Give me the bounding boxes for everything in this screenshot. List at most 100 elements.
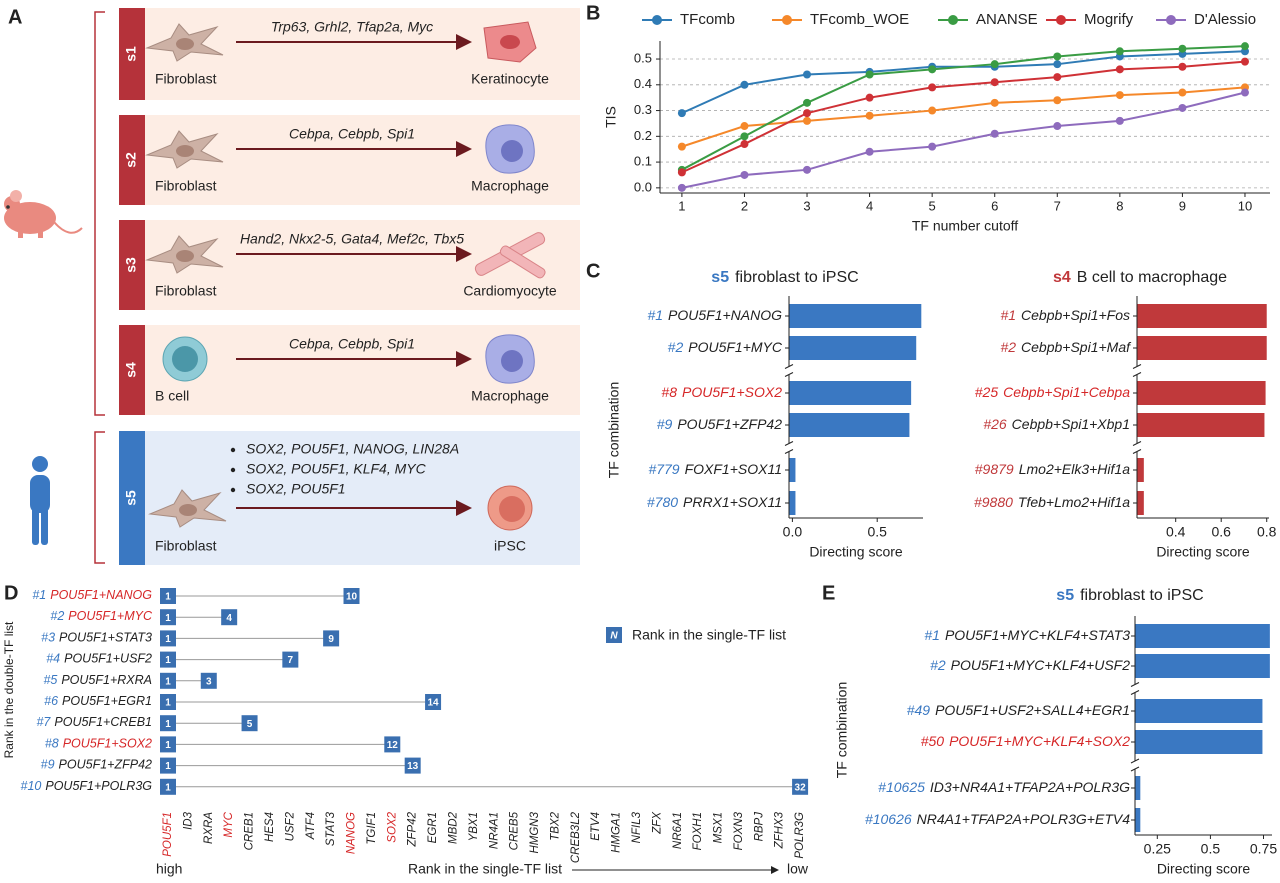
y-tick-label: 0.4 xyxy=(634,76,652,91)
point xyxy=(803,98,812,107)
column-label: HMGA1 xyxy=(611,812,623,853)
point xyxy=(803,109,812,118)
rank-marker xyxy=(404,757,421,774)
x-tick-label: 1 xyxy=(678,198,685,213)
point xyxy=(740,80,749,89)
factors: SOX2, POU5F1 xyxy=(246,481,346,497)
bracket xyxy=(94,11,105,416)
axis-break xyxy=(1130,758,1140,764)
rank-label: #7 xyxy=(36,715,51,729)
nucleus xyxy=(500,35,520,49)
x-tick-label: 2 xyxy=(741,198,748,213)
combination-label: Cebpb+Spi1+Cebpa xyxy=(1003,384,1130,400)
rank-label: #2 xyxy=(50,609,64,623)
point xyxy=(1240,42,1249,51)
title-tag: s5 xyxy=(711,269,729,286)
column-label: HES4 xyxy=(264,812,276,842)
rank-label: #9 xyxy=(657,416,673,432)
point xyxy=(803,165,812,174)
rank-label: #10625 xyxy=(878,779,925,795)
category-label: #9 POU5F1+ZFP42 xyxy=(657,416,782,432)
x-tick-label: 0.4 xyxy=(1166,524,1186,540)
rank-marker xyxy=(160,672,176,689)
cell-icon xyxy=(474,232,546,279)
y-axis-label: TIS xyxy=(603,106,619,128)
step-tab xyxy=(119,431,145,565)
rank-label: #9880 xyxy=(974,494,1013,510)
cell-icon xyxy=(145,23,224,62)
column-label: NR6A1 xyxy=(672,812,684,849)
target-cell: Keratinocyte xyxy=(471,71,549,87)
column-label: MSX1 xyxy=(713,812,725,843)
nucleus xyxy=(176,145,194,157)
series-line xyxy=(681,60,1246,174)
rank-value: 1 xyxy=(165,719,171,730)
title-tag: s4 xyxy=(1053,269,1071,286)
factors: SOX2, POU5F1, NANOG, LIN28A xyxy=(246,441,459,457)
target-cell: Macrophage xyxy=(471,388,549,404)
column-label: TBX2 xyxy=(549,811,561,840)
axis-title: Rank in the single-TF list xyxy=(408,861,562,877)
point xyxy=(990,78,999,87)
combination-label: POU5F1+USF2+SALL4+EGR1 xyxy=(935,702,1130,718)
step-id: s4 xyxy=(123,362,139,378)
combination-label: POU5F1+ZFP42 xyxy=(677,416,782,432)
rank-marker xyxy=(792,778,809,795)
cell-icon xyxy=(145,130,224,169)
rank-label: #10626 xyxy=(865,811,912,827)
chart-title: s5 fibroblast to iPSC xyxy=(1056,587,1203,604)
step-id: s1 xyxy=(123,46,139,62)
point xyxy=(1178,88,1187,97)
rank-label: #2 xyxy=(668,339,684,355)
category-label: #780 PRRX1+SOX11 xyxy=(647,494,782,510)
rank-marker xyxy=(160,715,176,732)
combination-label: POU5F1+SOX2 xyxy=(682,384,782,400)
row-label: #8 POU5F1+SOX2 xyxy=(45,737,152,751)
column-label: HMGN3 xyxy=(529,811,541,853)
rank-value: 10 xyxy=(346,592,358,603)
rank-label: #1 xyxy=(647,307,663,323)
rank-label: #25 xyxy=(975,384,999,400)
rank-value: 1 xyxy=(165,613,171,624)
source-cell: Fibroblast xyxy=(155,71,217,87)
row-label: #1 POU5F1+NANOG xyxy=(32,588,152,602)
point xyxy=(1115,65,1124,74)
cell-icon xyxy=(485,124,535,174)
category-label: #50 POU5F1+MYC+KLF4+SOX2 xyxy=(921,733,1130,749)
target-cell: iPSC xyxy=(494,538,526,554)
category-label: #49 POU5F1+USF2+SALL4+EGR1 xyxy=(907,702,1130,718)
combination-label: POU5F1+NANOG xyxy=(50,588,152,602)
legend-marker xyxy=(652,15,662,25)
rank-label: #50 xyxy=(921,733,945,749)
factors: Hand2, Nkx2-5, Gata4, Mef2c, Tbx5 xyxy=(240,231,464,247)
combination-label: Cebpb+Spi1+Fos xyxy=(1021,307,1130,323)
axis-break xyxy=(1132,449,1142,454)
rank-marker xyxy=(384,736,401,753)
rank-label: #4 xyxy=(46,652,60,666)
step-tab xyxy=(119,115,145,205)
point xyxy=(1053,73,1062,82)
rank-value: 1 xyxy=(165,592,171,603)
step-tab xyxy=(119,8,145,100)
nucleus xyxy=(172,346,198,372)
panel-label: C xyxy=(586,260,600,282)
point xyxy=(865,70,874,79)
factors: Cebpa, Cebpb, Spi1 xyxy=(289,336,415,352)
legend-marker xyxy=(1166,15,1176,25)
cell-icon xyxy=(145,235,224,274)
point xyxy=(677,109,686,118)
y-tick-label: 0.2 xyxy=(634,128,652,143)
category-label: #9879 Lmo2+Elk3+Hif1a xyxy=(975,461,1130,477)
combination-label: POU5F1+RXRA xyxy=(61,673,152,687)
bar xyxy=(1137,336,1267,360)
bar xyxy=(1135,776,1141,800)
rank-label: #49 xyxy=(907,702,931,718)
category-label: #1 POU5F1+NANOG xyxy=(647,307,782,323)
rank-marker xyxy=(160,588,176,604)
rank-value: 1 xyxy=(165,676,171,687)
row-label: #4 POU5F1+USF2 xyxy=(46,652,152,666)
bar xyxy=(789,336,917,360)
rank-label: #8 xyxy=(45,737,59,751)
legend-label: Rank in the single-TF list xyxy=(632,627,786,643)
combination-label: POU5F1+EGR1 xyxy=(62,694,152,708)
